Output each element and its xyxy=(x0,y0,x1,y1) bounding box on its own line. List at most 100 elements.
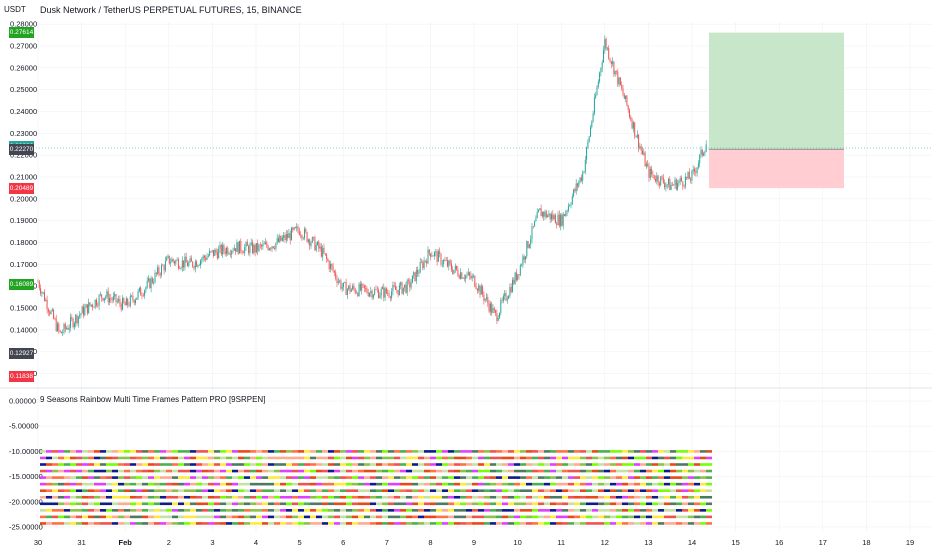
candle-body xyxy=(700,149,702,155)
candle-body xyxy=(327,259,329,262)
heatmap-cell xyxy=(208,522,214,525)
heatmap-cell xyxy=(220,522,226,525)
candle-body xyxy=(385,288,387,294)
candle-body xyxy=(115,294,117,302)
heatmap-cell xyxy=(106,482,112,486)
candle-body xyxy=(352,285,354,290)
candle-body xyxy=(129,295,131,306)
heatmap-cell xyxy=(76,502,82,506)
heatmap-cell xyxy=(238,482,244,486)
heatmap-cell xyxy=(148,456,154,460)
heatmap-cell xyxy=(82,489,88,492)
heatmap-cell xyxy=(196,482,202,486)
candle-body xyxy=(469,272,471,276)
heatmap-cell xyxy=(628,469,634,473)
heatmap-cell xyxy=(670,463,676,466)
heatmap-cell xyxy=(100,489,106,492)
candle-body xyxy=(136,297,138,300)
heatmap-cell xyxy=(286,482,292,486)
heatmap-cell xyxy=(610,456,616,460)
heatmap-cell xyxy=(412,463,418,466)
heatmap-cell xyxy=(64,489,70,492)
candle-body xyxy=(232,250,234,252)
heatmap-cell xyxy=(160,476,166,479)
heatmap-cell xyxy=(262,502,268,506)
heatmap-cell xyxy=(406,522,412,525)
indicator-title[interactable]: 9 Seasons Rainbow Multi Time Frames Patt… xyxy=(40,395,266,404)
heatmap-cell xyxy=(94,515,100,519)
heatmap-cell xyxy=(640,450,646,453)
chart-title[interactable]: Dusk Network / TetherUS PERPETUAL FUTURE… xyxy=(40,5,302,15)
candle-body xyxy=(114,294,116,297)
heatmap-cell xyxy=(310,509,316,512)
long-position-tool[interactable] xyxy=(709,32,844,189)
candle-body xyxy=(656,175,658,182)
candle-body xyxy=(661,176,663,178)
heatmap-cell xyxy=(484,482,490,486)
heatmap-cell xyxy=(88,450,94,453)
heatmap-cell xyxy=(628,463,634,466)
heatmap-cell xyxy=(382,509,388,512)
heatmap-cell xyxy=(646,489,652,492)
heatmap-cell xyxy=(676,456,682,460)
heatmap-cell xyxy=(634,456,640,460)
heatmap-cell xyxy=(442,450,448,453)
candle-body xyxy=(645,163,647,167)
candle-body xyxy=(346,289,348,295)
heatmap-cell xyxy=(640,509,646,512)
candle-body xyxy=(634,122,636,136)
heatmap-cell xyxy=(634,450,640,453)
heatmap-cell xyxy=(460,456,466,460)
candle-body xyxy=(84,307,86,316)
heatmap-cell xyxy=(520,456,526,460)
candle-body xyxy=(96,299,97,306)
heatmap-cell xyxy=(502,495,508,499)
candle-body xyxy=(79,314,81,317)
candle-body xyxy=(344,282,346,283)
heatmap-cell xyxy=(568,450,574,453)
candle-body xyxy=(496,313,498,321)
heatmap-cell xyxy=(250,456,256,460)
heatmap-cell xyxy=(196,515,202,519)
candle-body xyxy=(402,287,404,294)
heatmap-cell xyxy=(406,450,412,453)
candle-body xyxy=(214,249,216,256)
heatmap-cell xyxy=(568,463,574,466)
candle-body xyxy=(422,262,424,269)
heatmap-cell xyxy=(568,495,574,499)
heatmap-cell xyxy=(70,463,76,466)
candle-body xyxy=(467,272,469,275)
candle-body xyxy=(278,238,279,243)
price-tick-label: 0.27000 xyxy=(10,42,37,51)
heatmap-cell xyxy=(526,522,532,525)
candle-body xyxy=(127,298,129,305)
heatmap-cell xyxy=(652,482,658,486)
heatmap-cell xyxy=(496,456,502,460)
heatmap-cell xyxy=(466,495,472,499)
heatmap-cell xyxy=(394,515,400,519)
heatmap-cell xyxy=(232,509,238,512)
heatmap-cell xyxy=(514,489,520,492)
heatmap-cell xyxy=(502,450,508,453)
heatmap-cell xyxy=(544,463,550,466)
heatmap-cell xyxy=(544,495,550,499)
heatmap-cell xyxy=(376,489,382,492)
candle-body xyxy=(107,291,109,303)
candle-body xyxy=(371,290,373,298)
candle-body xyxy=(333,271,335,273)
heatmap-cell xyxy=(694,469,700,473)
candle-body xyxy=(398,285,400,295)
candle-body xyxy=(694,169,695,172)
heatmap-cell xyxy=(142,450,148,453)
candle-body xyxy=(413,272,415,276)
candle-body xyxy=(541,212,543,217)
heatmap-cell xyxy=(616,489,622,492)
heatmap-cell xyxy=(622,469,628,473)
heatmap-cell xyxy=(520,515,526,519)
candle-body xyxy=(504,293,506,296)
heatmap-cell xyxy=(646,515,652,519)
heatmap-cell xyxy=(568,522,574,525)
heatmap-cell xyxy=(460,489,466,492)
heatmap-cell xyxy=(40,509,46,512)
